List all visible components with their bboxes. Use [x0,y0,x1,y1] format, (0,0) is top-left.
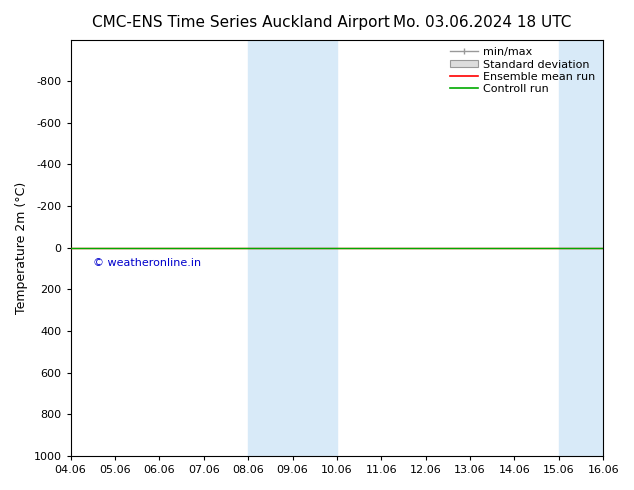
Bar [248,40,337,456]
Y-axis label: Temperature 2m (°C): Temperature 2m (°C) [15,182,28,314]
Legend: min/max, Standard deviation, Ensemble mean run, Controll run: min/max, Standard deviation, Ensemble me… [448,45,598,96]
Bar [559,40,603,456]
Text: CMC-ENS Time Series Auckland Airport: CMC-ENS Time Series Auckland Airport [92,15,390,30]
Text: © weatheronline.in: © weatheronline.in [93,258,201,268]
Text: Mo. 03.06.2024 18 UTC: Mo. 03.06.2024 18 UTC [392,15,571,30]
